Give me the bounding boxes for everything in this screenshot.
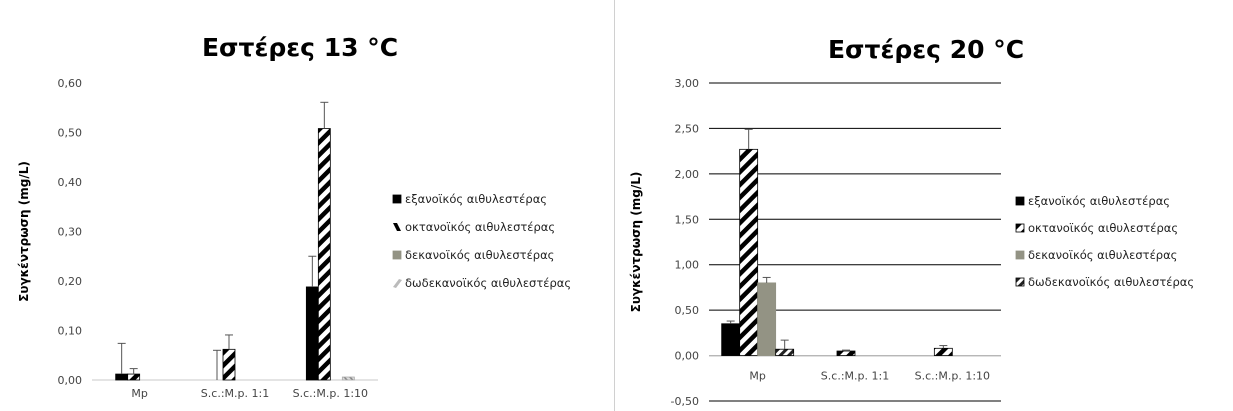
bar-mp-1 (739, 148, 759, 356)
y-tick-label: 0,50 (675, 304, 700, 317)
y-tick-label: 2,00 (675, 168, 700, 181)
bar-s-c-m-p-1-1-1 (222, 348, 236, 381)
chart-title: Εστέρες 13 °C (202, 33, 398, 62)
bar-s-c-m-p-1-10-1 (933, 347, 953, 356)
x-tick-label: S.c.:M.p. 1:1 (821, 370, 889, 383)
legend-label: οκτανοϊκός αιθυλεστέρας (1028, 221, 1178, 235)
chart-20c: Εστέρες 20 °C Συγκέντρωση (mg/L) -0,50 0,00… (629, 35, 1194, 408)
bar-s-c-m-p-1-10-0 (305, 286, 319, 381)
y-axis-label: Συγκέντρωση (mg/L) (629, 172, 643, 313)
legend-label: δωδεκανοϊκός αιθυλεστέρας (1028, 275, 1194, 289)
chart-panel-20c: Εστέρες 20 °C Συγκέντρωση (mg/L) -0,50 0,00… (616, 0, 1233, 411)
legend-swatch (1015, 196, 1025, 206)
bar-s-c-m-p-1-10-1 (317, 128, 331, 381)
y-tick-label: 0,60 (58, 77, 83, 90)
legend-swatch (393, 279, 402, 288)
y-tick-label: 3,00 (675, 77, 700, 90)
x-tick-label: S.c.:M.p. 1:1 (201, 387, 269, 400)
chart-panel-13c: Εστέρες 13 °C Συγκέντρωση (mg/L) 0,00 0,10 0… (0, 0, 615, 411)
x-tick-label: Mp (749, 370, 765, 383)
y-tick-label: 1,00 (675, 259, 700, 272)
legend-label: εξανοϊκός αιθυλεστέρας (405, 192, 547, 206)
bar-mp-2 (757, 282, 777, 356)
y-tick-label: 0,00 (675, 350, 700, 363)
y-tick-label: 0,00 (58, 374, 83, 387)
y-tick-label: 0,40 (58, 176, 83, 189)
y-tick-label: 1,50 (675, 213, 700, 226)
legend-swatch (1015, 223, 1025, 233)
legend-label: εξανοϊκός αιθυλεστέρας (1028, 194, 1170, 208)
bar-s-c-m-p-1-10-3 (341, 376, 355, 381)
y-tick-label: 0,20 (58, 275, 83, 288)
x-tick-label: Mp (131, 387, 147, 400)
y-tick-label: 2,50 (675, 122, 700, 135)
bar-mp-0 (115, 373, 129, 381)
legend-label: οκτανοϊκός αιθυλεστέρας (405, 220, 555, 234)
x-tick-label: S.c.:M.p. 1:10 (915, 370, 990, 383)
bar-mp-0 (721, 323, 741, 356)
y-tick-label: 0,30 (58, 226, 83, 239)
y-tick-label: 0,50 (58, 127, 83, 140)
chart-title: Εστέρες 20 °C (828, 35, 1024, 64)
legend-swatch (1015, 277, 1025, 287)
y-tick-label: -0,50 (671, 395, 699, 408)
bar-s-c-m-p-1-1-1 (836, 350, 856, 356)
legend-swatch (393, 223, 401, 231)
bar-mp-3 (775, 348, 795, 356)
legend-swatch (392, 194, 402, 204)
y-tick-label: 0,10 (58, 325, 83, 338)
legend-label: δεκανοϊκός αιθυλεστέρας (405, 248, 554, 262)
legend-label: δωδεκανοϊκός αιθυλεστέρας (405, 276, 571, 290)
chart-13c: Εστέρες 13 °C Συγκέντρωση (mg/L) 0,00 0,10 0… (17, 33, 571, 400)
y-axis-label: Συγκέντρωση (mg/L) (17, 161, 31, 302)
legend-swatch (392, 250, 402, 260)
legend-swatch (1015, 250, 1025, 260)
bar-mp-1 (127, 373, 141, 381)
x-tick-label: S.c.:M.p. 1:10 (293, 387, 368, 400)
legend-label: δεκανοϊκός αιθυλεστέρας (1028, 248, 1177, 262)
